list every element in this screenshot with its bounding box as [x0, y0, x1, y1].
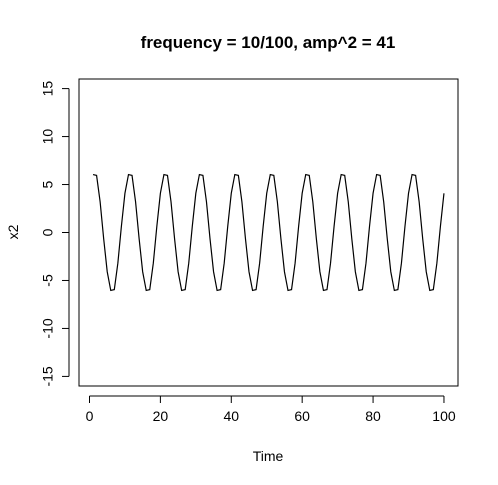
series-layer: [93, 175, 444, 291]
y-axis-label: x2: [5, 224, 21, 239]
y-tick-label: -10: [40, 318, 56, 338]
y-tick-label: -5: [40, 274, 56, 287]
chart-title: frequency = 10/100, amp^2 = 41: [141, 33, 396, 52]
y-tick-label: 5: [40, 180, 56, 188]
plot-area-frame: [79, 79, 458, 386]
y-tick-label: 10: [40, 129, 56, 145]
y-tick-label: -15: [40, 366, 56, 386]
y-tick-label: 0: [40, 228, 56, 236]
y-tick-label: 15: [40, 81, 56, 97]
x-tick-label: 0: [86, 408, 94, 424]
x-tick-label: 40: [223, 408, 239, 424]
x-axis-label: Time: [253, 448, 284, 464]
x-tick-label: 100: [432, 408, 456, 424]
y-axis: -15 -10 -5 0 5 10 15: [40, 81, 69, 387]
x-tick-label: 80: [365, 408, 381, 424]
series-line: [93, 175, 444, 291]
x-tick-label: 20: [153, 408, 169, 424]
x-tick-label: 60: [294, 408, 310, 424]
x-axis: 0 20 40 60 80 100: [86, 396, 456, 424]
